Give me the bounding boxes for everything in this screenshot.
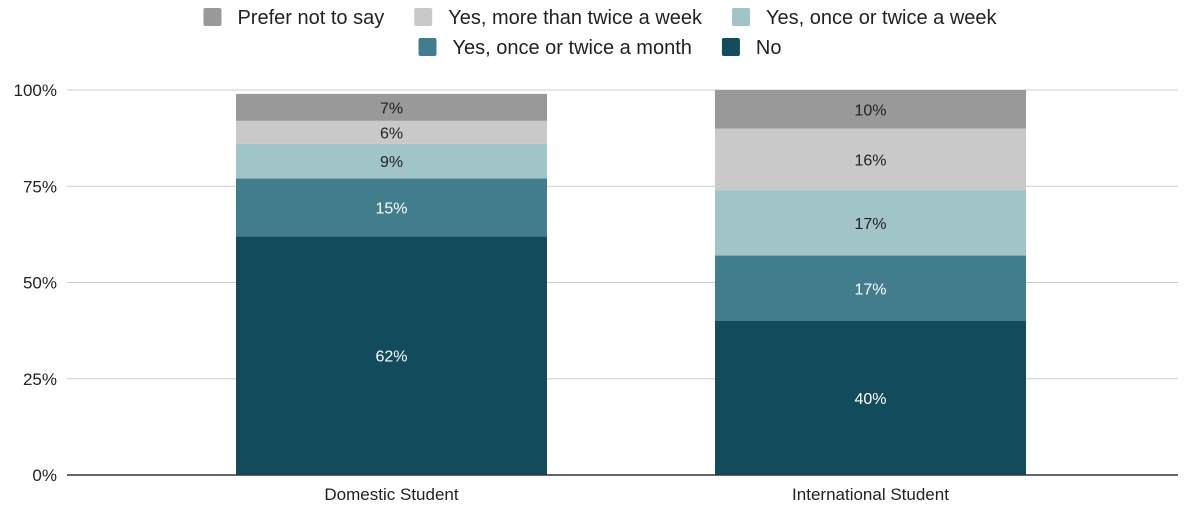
data-labels: 62% 15% 9% 6% 7% 40% 17% 17% 16% 10% [375, 100, 886, 408]
bar-domestic-student-prefer-not-to-say [236, 93, 547, 121]
legend-item-no: No [721, 37, 782, 59]
y-tick-label: 25% [23, 370, 57, 389]
bar-international-student-yes-more-than-twice-a-week [715, 128, 1026, 191]
legend-label: Prefer not to say [237, 7, 384, 29]
legend-item-yes-once-or-twice-a-week: Yes, once or twice a week [732, 7, 998, 29]
legend-item-yes-once-or-twice-a-month: Yes, once or twice a month [418, 37, 692, 59]
legend-label: Yes, more than twice a week [448, 7, 703, 29]
legend-swatch [721, 38, 740, 56]
data-label-domestic-student-yes-more-than-twice-a-week: 6% [380, 125, 403, 142]
legend-label: Yes, once or twice a month [453, 37, 692, 59]
bar-domestic-student-yes-once-or-twice-a-month [236, 178, 547, 237]
bar-domestic-student-yes-once-or-twice-a-week [236, 143, 547, 179]
bar-domestic-student-yes-more-than-twice-a-week [236, 120, 547, 144]
data-label-international-student-no: 40% [854, 391, 886, 408]
legend-item-prefer-not-to-say: Prefer not to say [203, 7, 384, 29]
bar-international-student-no [715, 321, 1026, 475]
legend-swatch [414, 8, 433, 26]
bar-international-student-yes-once-or-twice-a-week [715, 190, 1026, 256]
legend-swatch [732, 8, 751, 26]
legend-swatch [203, 8, 222, 26]
data-label-international-student-yes-more-than-twice-a-week: 16% [854, 152, 886, 169]
y-tick-label: 50% [23, 274, 57, 293]
bar-international-student-yes-once-or-twice-a-month [715, 255, 1026, 321]
data-label-domestic-student-prefer-not-to-say: 7% [380, 100, 403, 117]
chart-legend: Prefer not to say Yes, more than twice a … [203, 7, 998, 59]
legend-swatch [418, 38, 437, 56]
x-axis: Domestic Student International Student [67, 474, 1178, 504]
y-tick-label: 0% [32, 466, 57, 485]
data-label-international-student-prefer-not-to-say: 10% [854, 102, 886, 119]
y-axis: 0% 25% 50% 75% 100% [14, 81, 57, 485]
y-tick-label: 75% [23, 177, 57, 196]
x-category-label: International Student [792, 485, 949, 504]
data-label-domestic-student-no: 62% [375, 349, 407, 366]
bars [236, 90, 1026, 475]
data-label-international-student-yes-once-or-twice-a-week: 17% [854, 216, 886, 233]
y-tick-label: 100% [14, 81, 57, 100]
bar-domestic-student-no [236, 236, 547, 475]
data-label-international-student-yes-once-or-twice-a-month: 17% [854, 281, 886, 298]
legend-item-yes-more-than-twice-a-week: Yes, more than twice a week [414, 7, 703, 29]
legend-label: No [756, 37, 782, 59]
x-category-label: Domestic Student [324, 485, 458, 504]
data-label-domestic-student-yes-once-or-twice-a-month: 15% [375, 200, 407, 217]
legend-label: Yes, once or twice a week [766, 7, 997, 29]
data-label-domestic-student-yes-once-or-twice-a-week: 9% [380, 154, 403, 171]
bar-international-student-prefer-not-to-say [715, 90, 1026, 129]
